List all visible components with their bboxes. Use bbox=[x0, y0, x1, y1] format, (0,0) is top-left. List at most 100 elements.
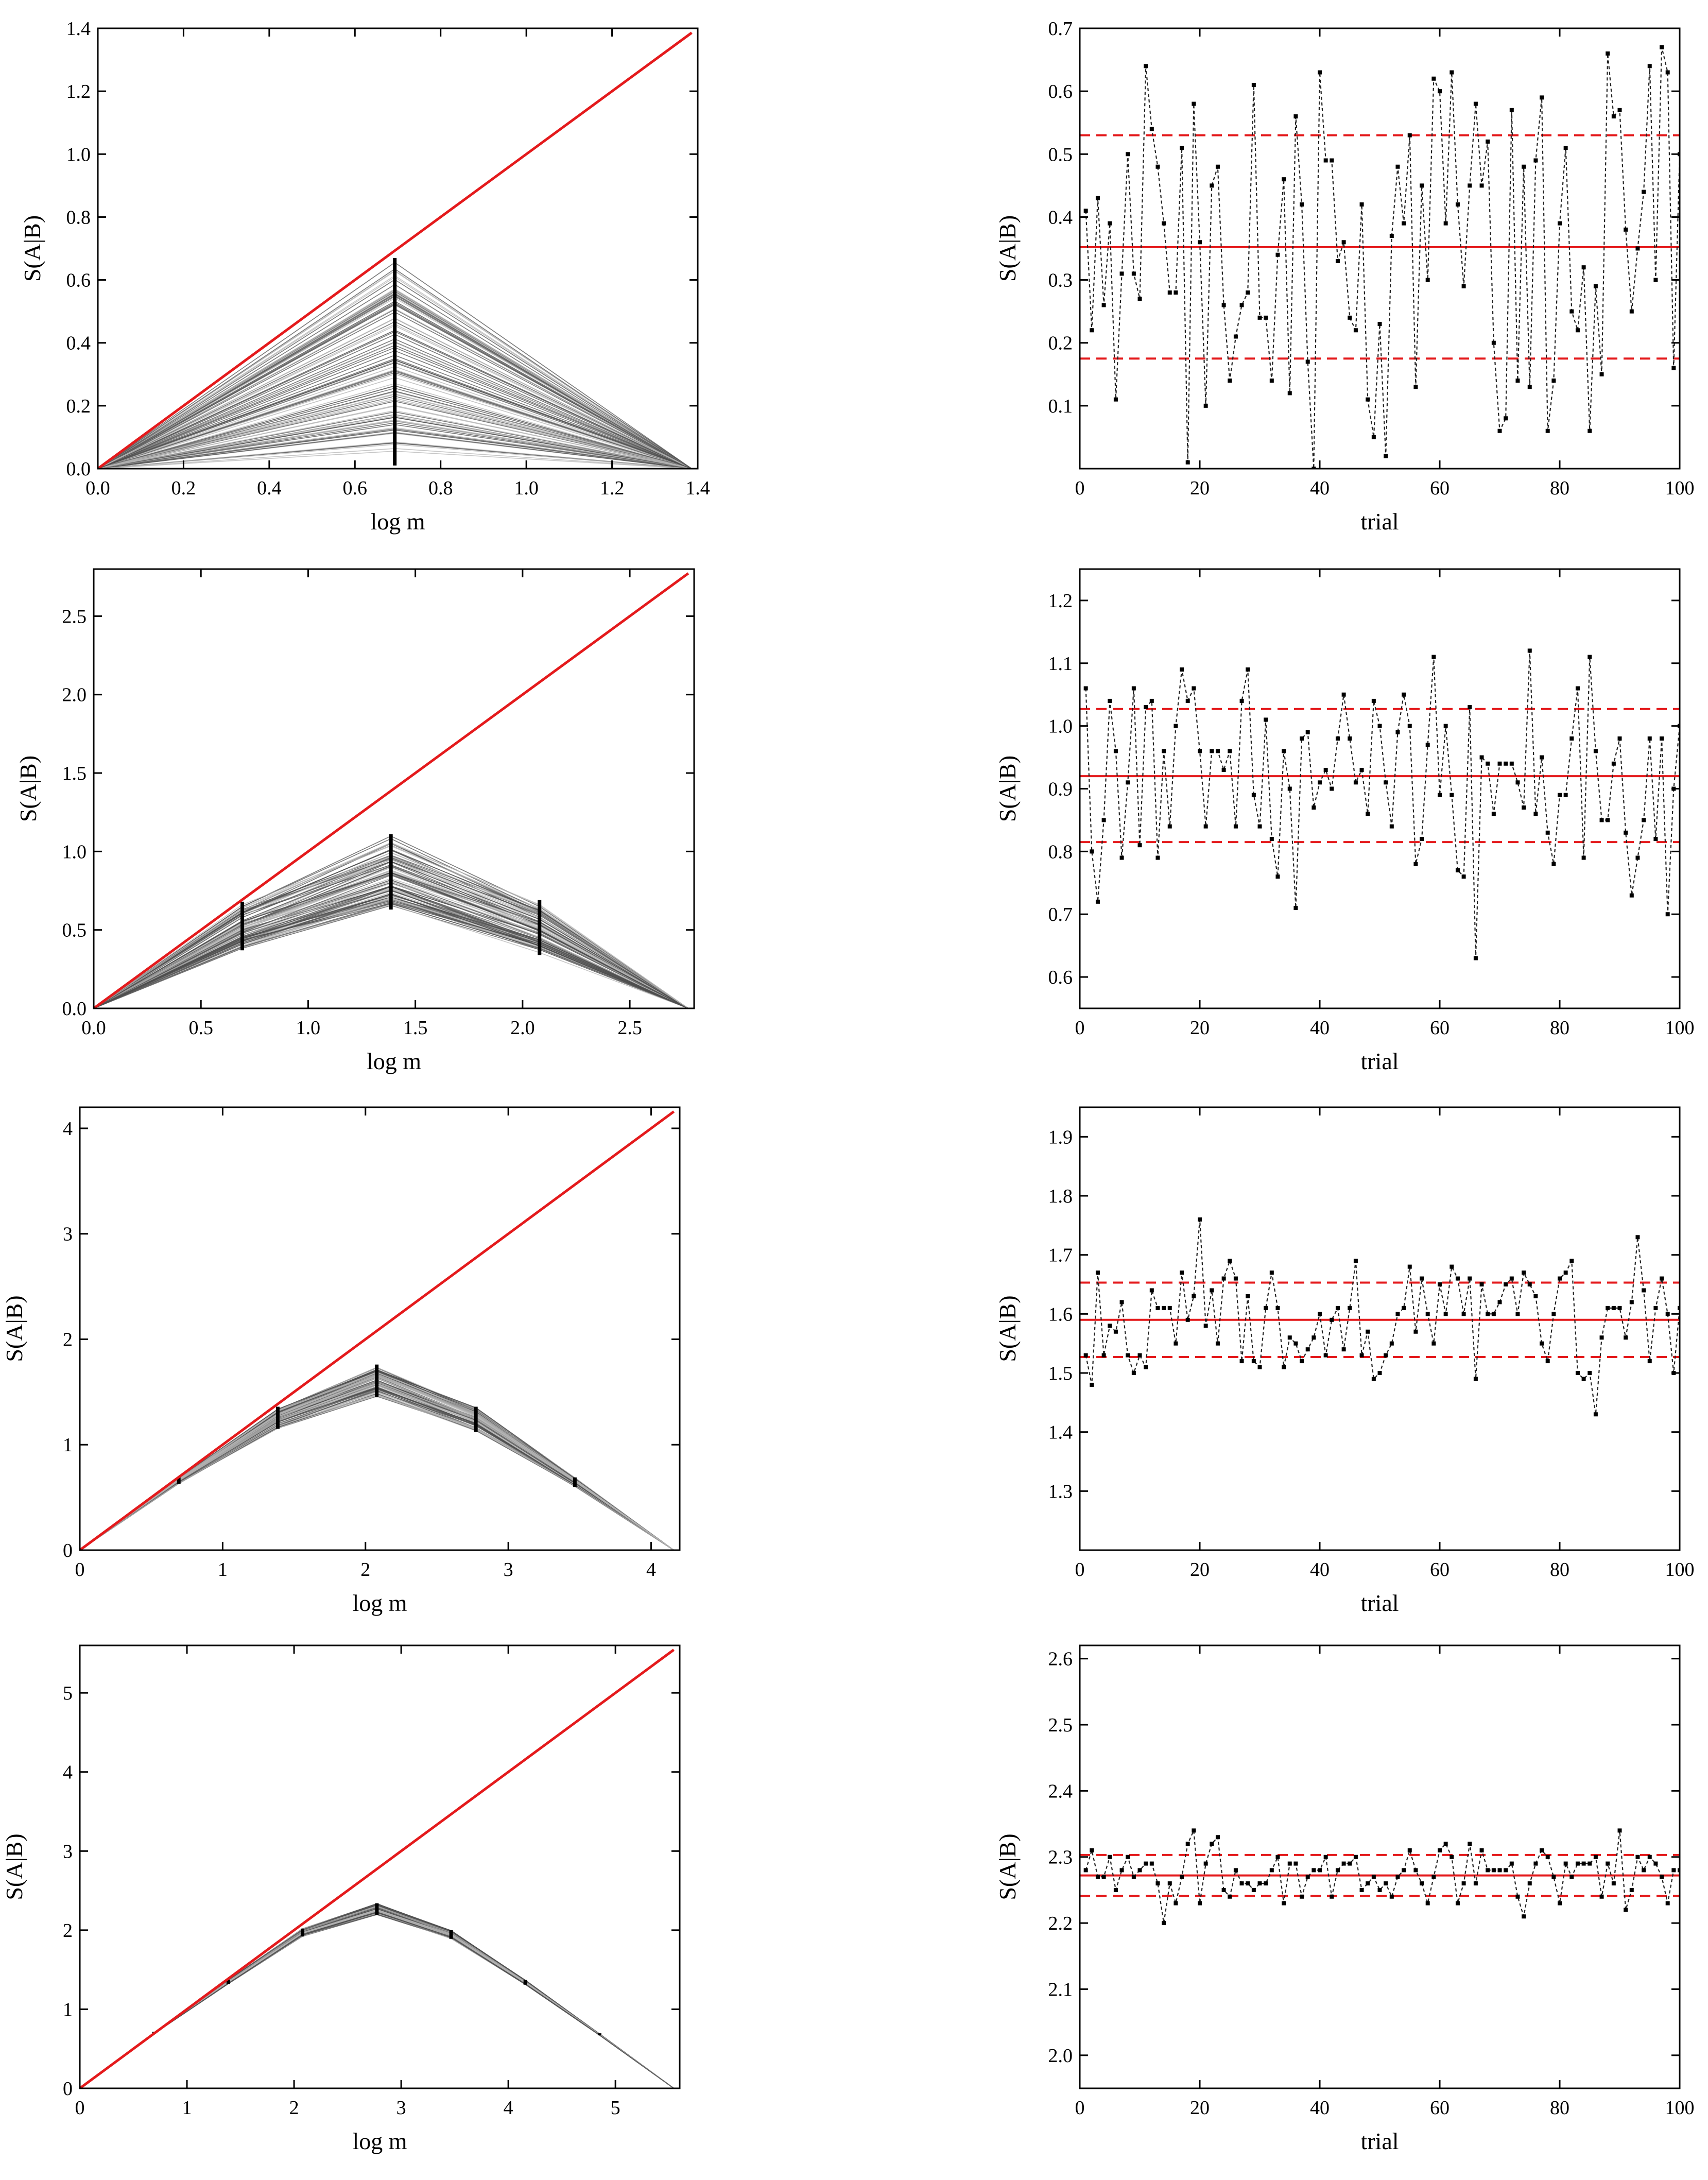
trial-point bbox=[1131, 1875, 1136, 1879]
x-tick-label: 100 bbox=[1665, 2097, 1695, 2119]
trial-point bbox=[1407, 724, 1412, 728]
trial-point bbox=[1348, 315, 1352, 320]
profile-curve bbox=[80, 1909, 675, 2088]
trial-point bbox=[1479, 1282, 1484, 1286]
trial-point bbox=[1468, 1276, 1472, 1281]
profile-curve bbox=[80, 1904, 675, 2088]
profile-curve bbox=[80, 1904, 675, 2088]
reference-line bbox=[94, 572, 689, 1008]
trial-point bbox=[1155, 164, 1160, 169]
profile-curve bbox=[80, 1373, 675, 1550]
trial-point bbox=[1599, 818, 1604, 822]
trial-point bbox=[1269, 1271, 1274, 1275]
trial-point bbox=[1509, 1276, 1514, 1281]
trial-point bbox=[1228, 379, 1232, 383]
x-tick-label: 1 bbox=[218, 1559, 228, 1581]
trial-point bbox=[1515, 1312, 1520, 1316]
plot-area bbox=[98, 31, 693, 469]
profile-curve bbox=[80, 1391, 675, 1550]
profile-curve bbox=[80, 1907, 675, 2088]
trial-point bbox=[1431, 76, 1436, 81]
trial-series-chart-row-2: 0 20 40 60 80 100 0.6 0.7 0.8 0.9 1.0 1.1 1.2 trial S(… bbox=[994, 568, 1695, 1074]
profile-curve bbox=[80, 1909, 675, 2088]
trial-point bbox=[1228, 1894, 1232, 1899]
trial-point bbox=[1371, 435, 1376, 439]
y-tick-label: 2.6 bbox=[1048, 1649, 1073, 1670]
trial-point bbox=[1533, 1861, 1538, 1866]
trial-point bbox=[1348, 1861, 1352, 1866]
trial-point bbox=[1149, 698, 1154, 703]
y-tick-label: 1.8 bbox=[1048, 1186, 1073, 1207]
profile-curve bbox=[80, 1372, 675, 1550]
trial-point bbox=[1264, 717, 1268, 722]
trial-point bbox=[1425, 278, 1430, 282]
trial-point bbox=[1293, 1341, 1298, 1346]
trial-point bbox=[1533, 1294, 1538, 1298]
profile-curve bbox=[80, 1914, 675, 2088]
trial-point bbox=[1257, 315, 1262, 320]
x-tick-label: 2.0 bbox=[510, 1017, 535, 1039]
profile-curve bbox=[80, 1383, 675, 1550]
profile-curve bbox=[80, 1904, 675, 2088]
trial-point bbox=[1407, 1848, 1412, 1852]
profile-curve bbox=[80, 1395, 675, 1550]
trial-point bbox=[1599, 1894, 1604, 1899]
trial-point bbox=[1083, 1353, 1088, 1358]
plot-frame bbox=[1079, 1106, 1681, 1551]
x-tick-label: 20 bbox=[1190, 2097, 1210, 2119]
trial-point bbox=[1203, 1861, 1208, 1866]
profile-curve bbox=[80, 1912, 675, 2088]
profile-curve bbox=[80, 1385, 675, 1550]
plot-frame bbox=[97, 27, 699, 470]
trial-point bbox=[1137, 843, 1142, 848]
profile-curve bbox=[80, 1908, 675, 2088]
trial-point bbox=[1624, 830, 1628, 835]
profile-curve bbox=[80, 1911, 675, 2088]
trial-point bbox=[1275, 252, 1280, 257]
y-tick-label: 4 bbox=[63, 1762, 73, 1783]
trial-point bbox=[1593, 1412, 1598, 1417]
trial-point bbox=[1569, 1875, 1574, 1879]
profile-curve bbox=[80, 1381, 675, 1550]
trial-point bbox=[1384, 454, 1388, 458]
entropy-profile-chart-row-4: 0 1 2 3 4 5 0 1 2 3 4 5 log m S(A|B) bbox=[1, 1644, 681, 2154]
profile-curve bbox=[80, 1381, 675, 1550]
trial-point bbox=[1653, 1306, 1658, 1310]
trial-point bbox=[1185, 698, 1190, 703]
x-tick-label: 0.4 bbox=[257, 477, 282, 499]
profile-curve bbox=[80, 1909, 675, 2088]
trial-point bbox=[1287, 1335, 1292, 1340]
trial-point bbox=[1395, 730, 1400, 734]
profile-curve bbox=[80, 1906, 675, 2088]
plot-area bbox=[1080, 1828, 1680, 1926]
trial-point bbox=[1162, 1306, 1166, 1310]
trial-point bbox=[1113, 1329, 1118, 1334]
profile-curve bbox=[80, 1389, 675, 1550]
trial-point bbox=[1479, 755, 1484, 760]
trial-point bbox=[1581, 1377, 1586, 1381]
trial-point bbox=[1330, 1894, 1334, 1899]
profile-curve bbox=[80, 1906, 675, 2088]
profile-curve bbox=[80, 1370, 675, 1550]
x-axis-title: log m bbox=[367, 1048, 421, 1074]
profile-curve bbox=[80, 1374, 675, 1550]
trial-point bbox=[1221, 1887, 1226, 1892]
trial-point bbox=[1174, 290, 1178, 295]
trial-point bbox=[1233, 334, 1238, 339]
trial-point bbox=[1300, 736, 1304, 741]
y-tick-label: 1.3 bbox=[1048, 1481, 1073, 1502]
profile-curve bbox=[80, 1904, 675, 2088]
y-tick-label: 1.1 bbox=[1048, 653, 1073, 675]
profile-curve bbox=[80, 1911, 675, 2088]
y-tick-label: 2.3 bbox=[1048, 1847, 1073, 1868]
trial-point bbox=[1371, 698, 1376, 703]
y-tick-label: 2.2 bbox=[1048, 1913, 1073, 1934]
trial-point bbox=[1131, 271, 1136, 276]
profile-curve bbox=[80, 1910, 675, 2088]
trial-point bbox=[1551, 379, 1556, 383]
trial-point bbox=[1402, 1306, 1406, 1310]
profile-curve bbox=[80, 1380, 675, 1550]
x-tick-label: 20 bbox=[1190, 1559, 1210, 1581]
trial-point bbox=[1300, 1894, 1304, 1899]
trial-point bbox=[1504, 416, 1508, 421]
